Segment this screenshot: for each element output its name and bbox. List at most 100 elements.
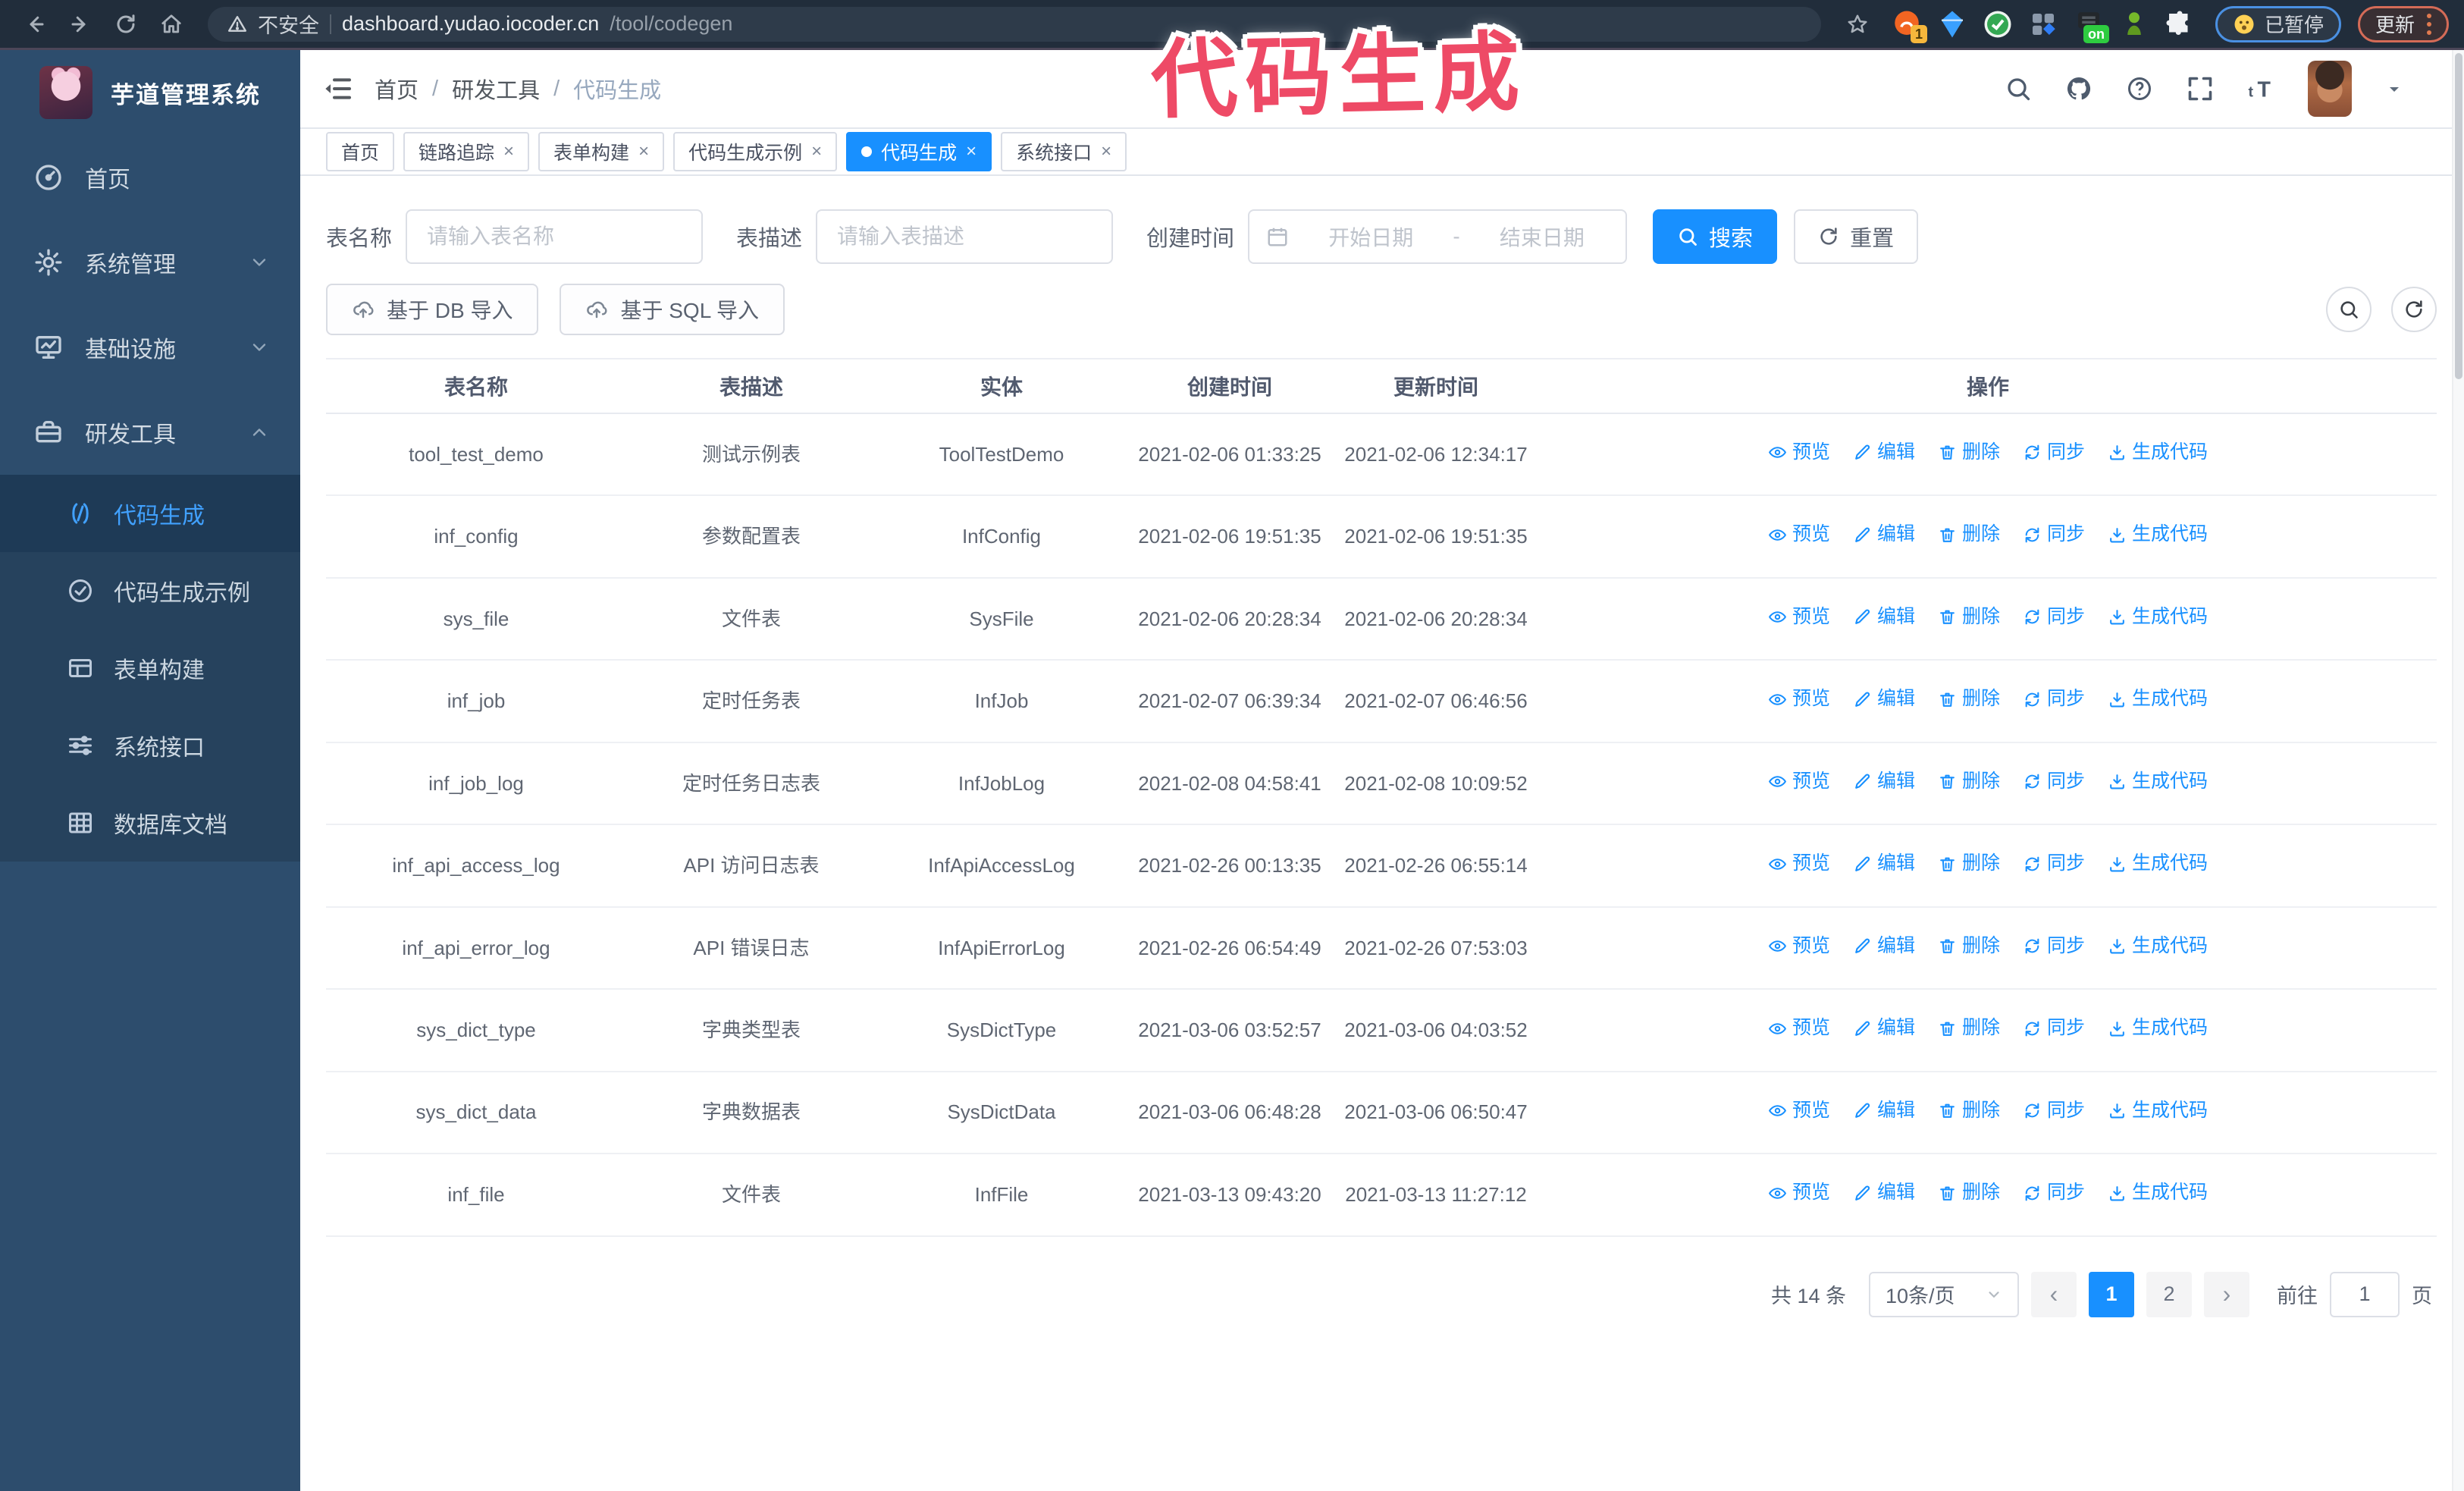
action-4[interactable]: 生成代码 bbox=[2108, 934, 2208, 959]
action-1[interactable]: 编辑 bbox=[1853, 1180, 1915, 1206]
page-size-select[interactable]: 10条/页 bbox=[1869, 1271, 2019, 1317]
extension-icon[interactable] bbox=[1936, 8, 1968, 40]
action-4[interactable]: 生成代码 bbox=[2108, 522, 2208, 548]
action-3[interactable]: 同步 bbox=[2023, 1098, 2085, 1124]
sidebar-item-3[interactable]: 研发工具 bbox=[0, 390, 300, 475]
bookmark-star-icon[interactable] bbox=[1838, 5, 1877, 44]
puzzle-extensions-icon[interactable] bbox=[2164, 8, 2196, 40]
help-icon[interactable] bbox=[2126, 75, 2153, 102]
action-3[interactable]: 同步 bbox=[2023, 934, 2085, 959]
action-4[interactable]: 生成代码 bbox=[2108, 1098, 2208, 1124]
action-3[interactable]: 同步 bbox=[2023, 686, 2085, 712]
browser-update-button[interactable]: 更新 bbox=[2357, 5, 2449, 42]
extension-icon[interactable] bbox=[2027, 8, 2059, 40]
action-2[interactable]: 删除 bbox=[1938, 686, 2000, 712]
table-name-input[interactable] bbox=[406, 209, 704, 264]
action-3[interactable]: 同步 bbox=[2023, 522, 2085, 548]
action-0[interactable]: 预览 bbox=[1768, 1015, 1830, 1041]
sidebar-item-0[interactable]: 首页 bbox=[0, 135, 300, 220]
action-2[interactable]: 删除 bbox=[1938, 1180, 2000, 1206]
extension-icon[interactable] bbox=[2118, 8, 2150, 40]
action-1[interactable]: 编辑 bbox=[1853, 440, 1915, 466]
tab-close-icon[interactable]: × bbox=[503, 141, 515, 162]
prev-page-button[interactable]: ‹ bbox=[2031, 1271, 2077, 1317]
sidebar-subitem-1[interactable]: 代码生成示例 bbox=[0, 552, 300, 629]
tab-1[interactable]: 链路追踪 × bbox=[403, 132, 530, 171]
search-button[interactable]: 搜索 bbox=[1653, 209, 1778, 264]
action-2[interactable]: 删除 bbox=[1938, 1098, 2000, 1124]
extension-icon[interactable]: on bbox=[2073, 8, 2109, 43]
action-1[interactable]: 编辑 bbox=[1853, 1015, 1915, 1041]
tab-close-icon[interactable]: × bbox=[638, 141, 650, 162]
scrollbar[interactable] bbox=[2452, 50, 2464, 1491]
action-4[interactable]: 生成代码 bbox=[2108, 440, 2208, 466]
action-4[interactable]: 生成代码 bbox=[2108, 1180, 2208, 1206]
extension-icon[interactable]: 1 bbox=[1891, 8, 1927, 43]
date-end-placeholder[interactable]: 结束日期 bbox=[1499, 226, 1585, 250]
action-1[interactable]: 编辑 bbox=[1853, 1098, 1915, 1124]
collapse-sidebar-icon[interactable] bbox=[323, 74, 353, 104]
action-2[interactable]: 删除 bbox=[1938, 769, 2000, 795]
action-0[interactable]: 预览 bbox=[1768, 851, 1830, 877]
breadcrumb-item[interactable]: 代码生成 bbox=[573, 79, 662, 103]
action-0[interactable]: 预览 bbox=[1768, 604, 1830, 630]
tab-close-icon[interactable]: × bbox=[1101, 141, 1112, 162]
address-bar[interactable]: 不安全 dashboard.yudao.iocoder.cn/tool/code… bbox=[208, 6, 1821, 42]
sidebar-item-1[interactable]: 系统管理 bbox=[0, 220, 300, 305]
breadcrumb-item[interactable]: 研发工具 bbox=[452, 79, 541, 103]
action-4[interactable]: 生成代码 bbox=[2108, 851, 2208, 877]
action-4[interactable]: 生成代码 bbox=[2108, 769, 2208, 795]
action-1[interactable]: 编辑 bbox=[1853, 604, 1915, 630]
action-2[interactable]: 删除 bbox=[1938, 440, 2000, 466]
tab-close-icon[interactable]: × bbox=[966, 141, 977, 162]
sidebar-subitem-3[interactable]: 系统接口 bbox=[0, 707, 300, 784]
scrollbar-thumb[interactable] bbox=[2455, 53, 2462, 379]
action-1[interactable]: 编辑 bbox=[1853, 934, 1915, 959]
goto-page-input[interactable] bbox=[2330, 1271, 2400, 1317]
tab-4[interactable]: 代码生成 × bbox=[846, 132, 992, 171]
import-db-button[interactable]: 基于 DB 导入 bbox=[326, 284, 539, 335]
action-0[interactable]: 预览 bbox=[1768, 522, 1830, 548]
action-1[interactable]: 编辑 bbox=[1853, 686, 1915, 712]
app-logo[interactable]: 芋道管理系统 bbox=[0, 50, 300, 135]
refresh-icon[interactable] bbox=[2391, 287, 2437, 332]
action-0[interactable]: 预览 bbox=[1768, 1180, 1830, 1206]
action-2[interactable]: 删除 bbox=[1938, 851, 2000, 877]
action-0[interactable]: 预览 bbox=[1768, 440, 1830, 466]
action-3[interactable]: 同步 bbox=[2023, 1015, 2085, 1041]
action-0[interactable]: 预览 bbox=[1768, 934, 1830, 959]
action-2[interactable]: 删除 bbox=[1938, 1015, 2000, 1041]
not-secure-label[interactable]: 不安全 bbox=[258, 14, 319, 37]
reload-icon[interactable] bbox=[106, 5, 146, 44]
action-3[interactable]: 同步 bbox=[2023, 1180, 2085, 1206]
fullscreen-icon[interactable] bbox=[2187, 75, 2214, 102]
page-button-1[interactable]: 1 bbox=[2089, 1271, 2134, 1317]
search-icon[interactable] bbox=[2005, 75, 2032, 102]
next-page-button[interactable]: › bbox=[2204, 1271, 2249, 1317]
sidebar-item-2[interactable]: 基础设施 bbox=[0, 305, 300, 390]
import-sql-button[interactable]: 基于 SQL 导入 bbox=[560, 284, 785, 335]
home-icon[interactable] bbox=[152, 5, 191, 44]
action-0[interactable]: 预览 bbox=[1768, 1098, 1830, 1124]
toggle-search-icon[interactable] bbox=[2326, 287, 2372, 332]
breadcrumb-item[interactable]: 首页 bbox=[375, 79, 419, 103]
page-button-2[interactable]: 2 bbox=[2146, 1271, 2192, 1317]
action-0[interactable]: 预览 bbox=[1768, 769, 1830, 795]
tab-2[interactable]: 表单构建 × bbox=[538, 132, 665, 171]
extension-icon[interactable] bbox=[1982, 8, 2014, 40]
avatar[interactable] bbox=[2308, 61, 2352, 117]
back-icon[interactable] bbox=[15, 5, 55, 44]
date-start-placeholder[interactable]: 开始日期 bbox=[1328, 226, 1414, 250]
sidebar-subitem-2[interactable]: 表单构建 bbox=[0, 629, 300, 707]
action-4[interactable]: 生成代码 bbox=[2108, 604, 2208, 630]
github-icon[interactable] bbox=[2065, 75, 2093, 102]
action-3[interactable]: 同步 bbox=[2023, 851, 2085, 877]
action-3[interactable]: 同步 bbox=[2023, 440, 2085, 466]
sidebar-subitem-4[interactable]: 数据库文档 bbox=[0, 784, 300, 862]
action-2[interactable]: 删除 bbox=[1938, 934, 2000, 959]
tab-5[interactable]: 系统接口 × bbox=[1001, 132, 1127, 171]
action-4[interactable]: 生成代码 bbox=[2108, 1015, 2208, 1041]
action-2[interactable]: 删除 bbox=[1938, 522, 2000, 548]
action-1[interactable]: 编辑 bbox=[1853, 769, 1915, 795]
tab-3[interactable]: 代码生成示例 × bbox=[673, 132, 838, 171]
